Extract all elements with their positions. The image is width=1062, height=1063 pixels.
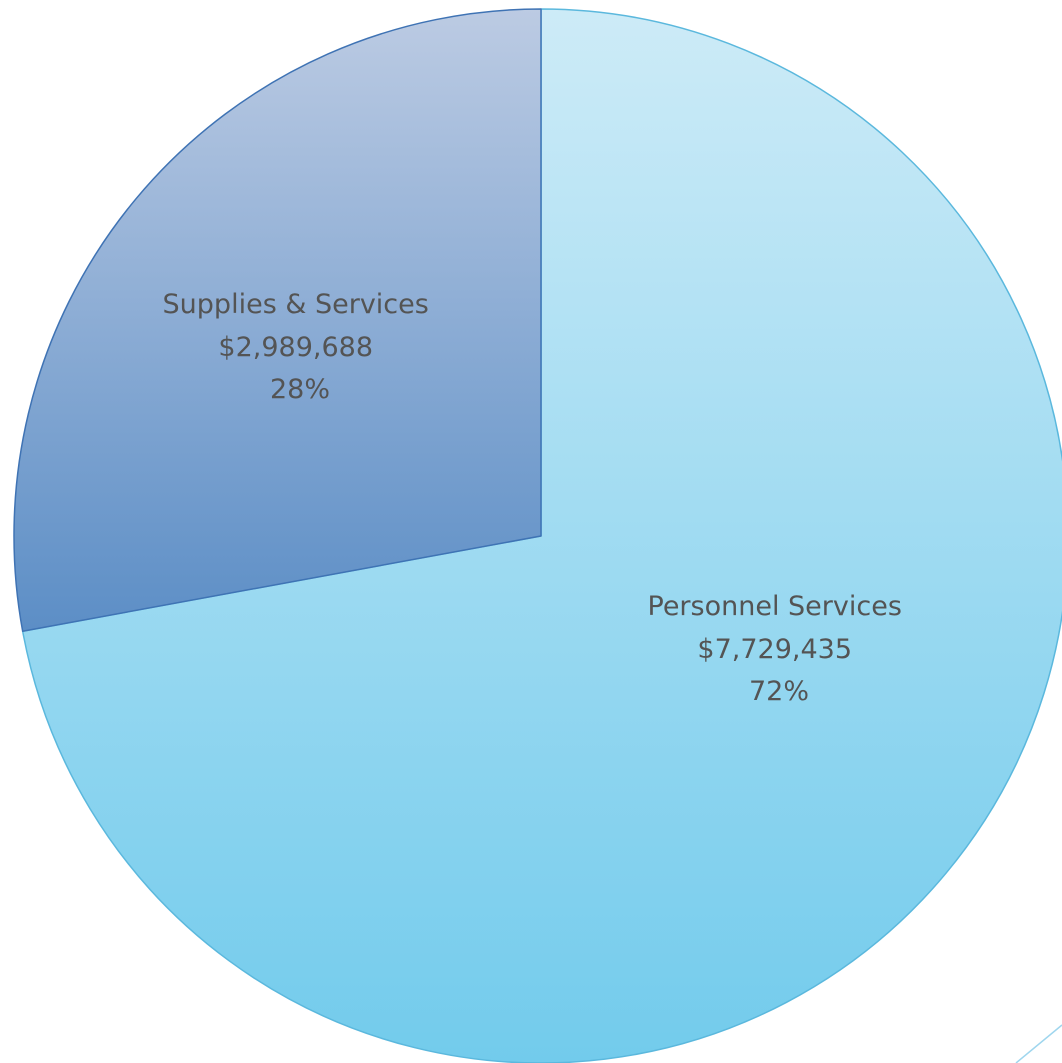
slice-percent-personnel-services: 72% — [749, 676, 809, 707]
slice-percent-supplies-services: 28% — [270, 374, 330, 405]
pie-slice-personnel-services — [21, 8, 1062, 1063]
slice-value-supplies-services: $2,989,688 — [218, 332, 373, 363]
slice-value-personnel-services: $7,729,435 — [697, 634, 852, 665]
pie-slices — [13, 8, 1062, 1063]
slice-name-personnel-services: Personnel Services — [648, 591, 902, 622]
decorative-corner-line — [1015, 1024, 1062, 1063]
slice-label-supplies-services: Supplies & Services $2,989,688 28% — [163, 289, 438, 405]
pie-labels: Supplies & Services $2,989,688 28% Perso… — [163, 289, 911, 707]
slice-label-personnel-services: Personnel Services $7,729,435 72% — [648, 591, 911, 707]
pie-slice-supplies-services — [13, 8, 542, 632]
slice-name-supplies-services: Supplies & Services — [163, 289, 429, 320]
